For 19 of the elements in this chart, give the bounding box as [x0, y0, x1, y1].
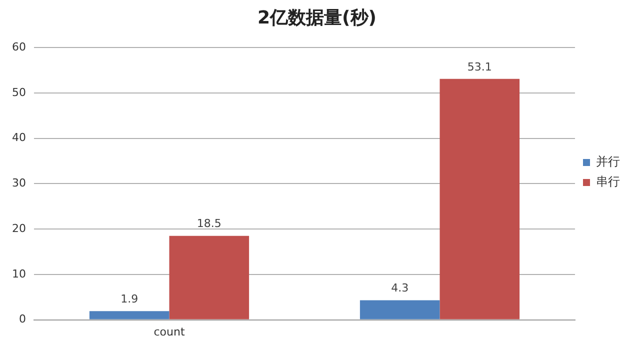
y-tick-label: 60	[12, 40, 26, 54]
y-tick-label: 20	[12, 222, 26, 235]
y-tick-label: 40	[12, 131, 26, 144]
y-tick-label: 50	[12, 86, 26, 99]
data-label: 18.5	[196, 217, 222, 230]
legend-label: 串行	[596, 174, 620, 189]
legend-label: 并行	[596, 154, 620, 169]
data-label: 4.3	[391, 282, 409, 295]
chart-title: 2亿数据量(秒)	[258, 7, 376, 28]
data-label: 53.1	[467, 60, 492, 74]
y-tick-label: 30	[12, 176, 26, 190]
y-tick-label: 0	[18, 312, 26, 326]
bar	[169, 236, 250, 320]
data-label: 1.9	[120, 292, 138, 306]
bar	[440, 78, 520, 320]
bar	[89, 311, 170, 320]
x-tick-label: count	[154, 325, 186, 338]
y-tick-label: 10	[12, 267, 26, 280]
bar	[360, 300, 440, 320]
